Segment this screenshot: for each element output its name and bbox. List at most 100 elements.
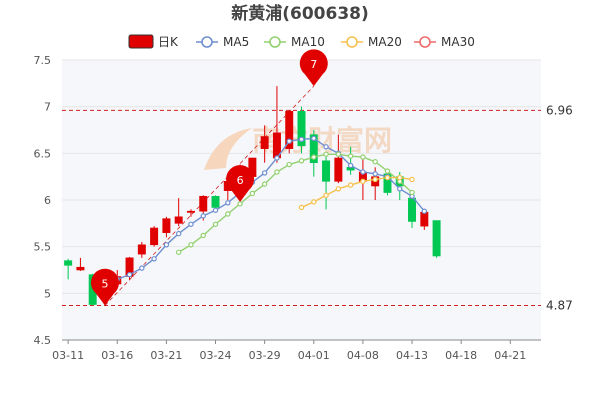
ma20-point <box>323 192 329 199</box>
x-tick-label: 04-08 <box>347 349 379 362</box>
legend-label: MA5 <box>223 35 249 49</box>
ma5-point <box>175 230 182 237</box>
candle-body <box>174 216 183 224</box>
y-tick-label: 4.5 <box>34 334 52 347</box>
ma10-point <box>237 201 243 207</box>
legend-marker <box>346 36 358 48</box>
candle-body <box>162 218 171 233</box>
y-axis: 4.5 5 5.5 6 6.5 7 7.5 <box>34 54 52 347</box>
ma20-point <box>397 174 403 181</box>
ma5-point <box>323 144 329 150</box>
legend-label: 日K <box>158 35 179 49</box>
y-tick-label: 7 <box>44 101 51 114</box>
x-tick-label: 03-21 <box>150 349 182 362</box>
ma5-point <box>163 242 170 248</box>
candle-body <box>76 266 85 271</box>
x-tick-label: 03-16 <box>101 349 133 362</box>
ma20-point <box>372 176 378 183</box>
legend-candle-swatch <box>128 34 154 49</box>
candle-body <box>408 197 417 222</box>
reference-label: 4.87 <box>546 298 573 312</box>
pin-label: 7 <box>310 58 317 71</box>
candle-body <box>64 260 73 266</box>
chart-title: 新黄浦(600638) <box>231 3 369 24</box>
ma10-point <box>347 153 354 159</box>
y-tick-label: 5 <box>44 287 51 300</box>
x-tick-label: 04-13 <box>396 349 428 362</box>
ma10-point <box>286 161 292 168</box>
pin-marker <box>226 165 255 202</box>
reference-lines: 6.96 4.87 <box>62 103 573 312</box>
candle-body <box>199 195 208 212</box>
ma5-point <box>286 138 292 144</box>
ma20-point <box>347 182 354 188</box>
ma10-point <box>212 221 219 227</box>
candle-body <box>260 136 269 149</box>
ma5-point <box>397 186 403 192</box>
ma10-point <box>225 211 231 217</box>
ma20-point <box>360 178 366 185</box>
markers: 5 6 7 <box>90 49 328 306</box>
candle-body <box>309 134 318 163</box>
ma5-point <box>311 135 317 142</box>
ma10-point <box>175 249 182 255</box>
ma10-point <box>261 181 268 187</box>
ma10-point <box>409 189 415 196</box>
x-tick-label: 04-01 <box>298 349 330 362</box>
ma10-point <box>335 151 342 157</box>
ma20-point <box>335 186 342 192</box>
y-tick-label: 6.5 <box>34 147 52 160</box>
x-tick-label: 03-11 <box>52 349 84 362</box>
x-tick-label: 04-18 <box>445 349 477 362</box>
candle-body <box>186 210 195 213</box>
legend-label: MA10 <box>291 35 325 49</box>
reference-label: 6.96 <box>546 103 573 117</box>
ma10-point <box>323 151 329 157</box>
x-tick-label: 04-21 <box>494 349 526 362</box>
y-tick-label: 7.5 <box>34 54 52 67</box>
x-tick-label: 03-29 <box>249 349 281 362</box>
ma20-point <box>409 176 415 183</box>
pin-marker <box>299 49 328 87</box>
candle-body <box>432 220 441 257</box>
ma5-point <box>200 213 206 219</box>
ma20-point <box>298 204 305 211</box>
ma5-point <box>151 256 157 262</box>
ma20-line <box>301 176 413 209</box>
ma10-point <box>274 169 280 175</box>
ma5-point <box>372 171 378 177</box>
legend-label: MA30 <box>441 35 475 49</box>
candle-body <box>420 211 429 227</box>
watermark-logo <box>204 128 252 170</box>
candle-body <box>285 111 294 149</box>
ma5-point <box>139 265 145 271</box>
pin-label: 5 <box>101 277 108 290</box>
ma10-point <box>360 154 366 160</box>
legend-marker <box>269 36 281 48</box>
x-tick-label: 03-24 <box>200 349 232 362</box>
ma5-point <box>188 221 194 227</box>
candle-body <box>150 227 159 246</box>
x-axis: 03-11 03-16 03-21 03-24 03-29 04-01 04-08 04-13… <box>52 339 541 362</box>
ma10-point <box>188 242 194 248</box>
ma10-point <box>200 232 206 239</box>
y-tick-label: 5.5 <box>34 241 52 254</box>
legend-label: MA20 <box>368 35 402 49</box>
candle-body <box>383 173 392 193</box>
ma20-point <box>384 174 391 181</box>
legend-marker <box>201 36 213 48</box>
y-tick-label: 6 <box>44 194 51 207</box>
ma5-point <box>212 207 219 213</box>
ma10-point <box>372 159 378 165</box>
ma5-point <box>126 271 133 278</box>
ma10-point <box>311 154 317 160</box>
candle-body <box>322 160 331 182</box>
pin-marker <box>90 268 119 306</box>
legend: 日K MA5 MA10 MA20 MA30 <box>128 34 475 49</box>
pin-label: 6 <box>237 174 244 187</box>
ma5-point <box>225 200 231 206</box>
ma20-point <box>311 199 317 205</box>
candle-body <box>334 157 343 182</box>
ma5-point <box>261 170 268 176</box>
